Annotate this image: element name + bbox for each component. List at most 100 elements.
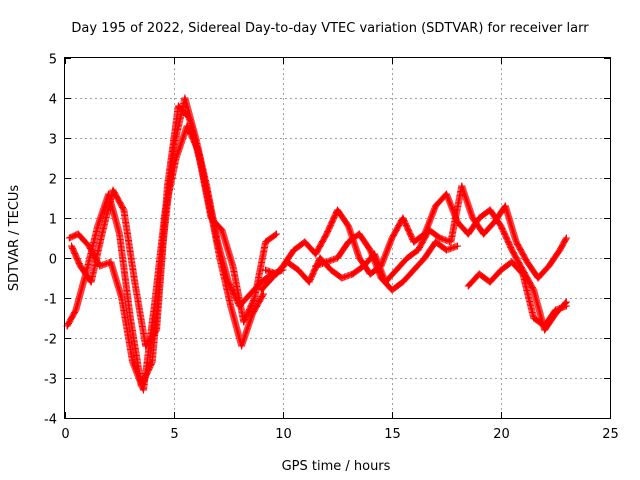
data-point — [349, 270, 357, 278]
data-point — [464, 282, 472, 290]
data-point — [410, 266, 418, 274]
y-tick-label: -4 — [44, 413, 57, 428]
data-point — [562, 302, 570, 310]
data-point — [68, 242, 76, 250]
series-trace-4 — [257, 190, 570, 334]
data-point — [377, 274, 385, 282]
data-point — [107, 258, 115, 266]
data-point — [541, 322, 549, 330]
data-point — [464, 230, 472, 238]
x-tick-label: 25 — [602, 427, 619, 442]
data-point — [227, 302, 235, 310]
data-point — [312, 262, 320, 270]
data-point — [251, 294, 259, 302]
data-point — [120, 206, 128, 214]
data-point — [552, 306, 559, 314]
data-point — [174, 102, 182, 110]
axis-layer: 0 5 10 15 20 25 -4 -3 -2 -1 0 1 2 3 4 5 — [44, 53, 619, 443]
data-point — [74, 230, 82, 238]
series-trace-3 — [68, 102, 280, 350]
data-point — [312, 250, 320, 258]
data-point — [327, 266, 335, 274]
data-point — [432, 238, 440, 246]
data-point — [497, 222, 505, 230]
data-point — [366, 270, 374, 278]
x-tick-label: 10 — [275, 427, 292, 442]
data-point — [475, 270, 483, 278]
data-point — [388, 234, 396, 242]
data-point — [301, 238, 309, 246]
data-point — [344, 222, 352, 230]
series-markers — [257, 190, 570, 334]
plot-frame — [64, 57, 611, 419]
x-tick-label: 5 — [170, 427, 178, 442]
data-point — [85, 242, 93, 250]
data-point — [512, 238, 520, 246]
x-tick-label: 15 — [384, 427, 401, 442]
data-point — [131, 278, 139, 286]
data-point — [534, 274, 542, 282]
data-point — [399, 214, 407, 222]
data-point — [290, 246, 298, 254]
data-point — [562, 234, 570, 242]
data-point — [118, 294, 126, 302]
data-point — [443, 190, 450, 198]
data-point — [272, 270, 280, 278]
data-point — [366, 246, 374, 254]
data-point — [323, 230, 331, 238]
data-point — [486, 278, 494, 286]
data-point — [216, 254, 224, 262]
data-point — [87, 278, 95, 286]
data-point — [305, 278, 313, 286]
data-point — [109, 186, 117, 194]
y-tick-label: -1 — [44, 293, 57, 308]
data-point — [129, 358, 137, 366]
data-point — [469, 214, 477, 222]
data-point — [238, 342, 246, 350]
data-point — [207, 214, 215, 222]
data-point — [262, 266, 270, 274]
data-point — [458, 182, 466, 190]
data-point — [453, 242, 461, 250]
data-point — [257, 286, 265, 294]
data-point — [240, 318, 248, 326]
data-point — [185, 114, 193, 122]
data-point — [262, 238, 270, 246]
data-point — [403, 254, 411, 262]
data-point — [508, 246, 516, 254]
data-point — [486, 206, 494, 214]
chart-title: Day 195 of 2022, Sidereal Day-to-day VTE… — [71, 21, 589, 36]
data-point — [323, 258, 331, 266]
data-point — [196, 158, 204, 166]
data-point — [443, 246, 450, 254]
y-tick-label: 2 — [49, 173, 57, 188]
data-point — [72, 306, 80, 314]
data-point — [338, 274, 346, 282]
data-point — [355, 254, 363, 262]
data-point — [399, 278, 407, 286]
data-point — [501, 202, 509, 210]
data-point — [519, 270, 527, 278]
x-tick-label: 0 — [61, 427, 69, 442]
data-point — [436, 234, 444, 242]
data-point — [259, 290, 267, 298]
data-point — [530, 286, 538, 294]
data-point — [432, 202, 440, 210]
y-tick-label: -2 — [44, 333, 57, 348]
data-point — [294, 266, 302, 274]
data-point — [556, 246, 564, 254]
data-point — [116, 230, 123, 238]
series-trace-7 — [312, 230, 461, 294]
data-point — [65, 234, 73, 242]
data-point — [94, 222, 102, 230]
data-point — [283, 258, 291, 266]
data-point — [334, 206, 341, 214]
data-point — [98, 230, 106, 238]
data-point — [163, 182, 171, 190]
data-point — [388, 286, 396, 294]
data-point — [475, 214, 483, 222]
data-point — [523, 258, 531, 266]
data-point — [497, 266, 505, 274]
data-point — [153, 326, 161, 334]
